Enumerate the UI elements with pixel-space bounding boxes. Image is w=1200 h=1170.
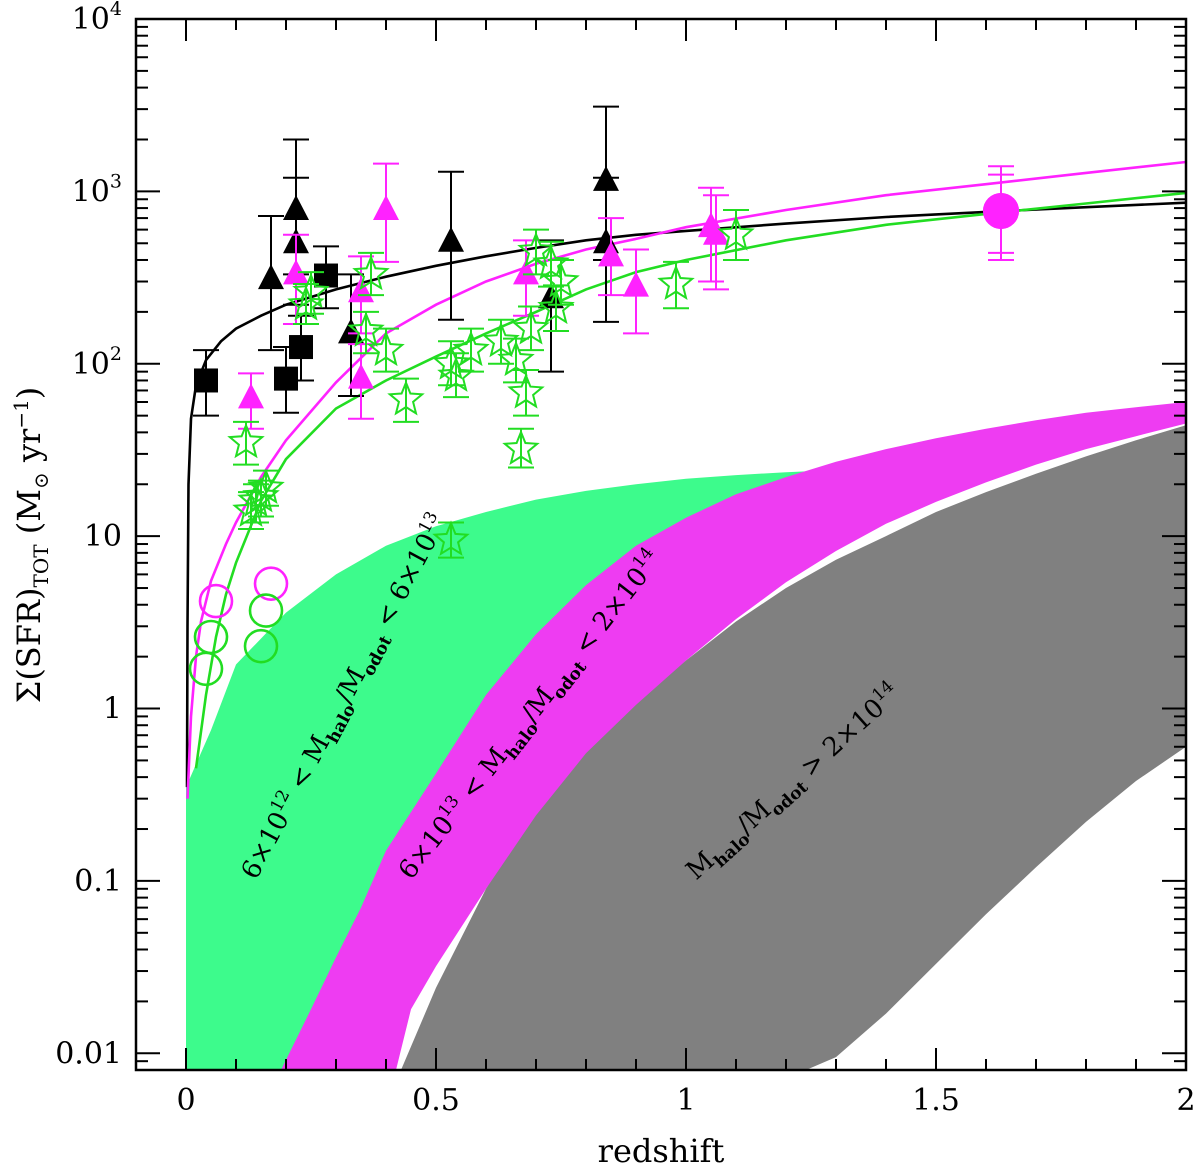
magenta-triangle-point — [703, 219, 729, 245]
green-star-point — [537, 288, 575, 325]
green-star-point — [387, 379, 425, 416]
green-star-point — [247, 468, 285, 504]
green-star-point — [437, 356, 475, 392]
low-mass-band — [186, 463, 961, 1070]
band-layer — [186, 402, 1186, 1070]
magenta-triangle-point — [238, 383, 264, 409]
y-tick-label: 0.01 — [55, 1036, 122, 1071]
green-star-point — [482, 321, 520, 358]
high-mass-band — [401, 425, 1186, 1070]
magenta-triangle-point — [598, 241, 624, 267]
point-layer — [188, 105, 1019, 687]
green-star-point — [432, 520, 470, 556]
green-star-point — [532, 244, 570, 280]
black-square-point — [194, 368, 218, 393]
x-axis-title: redshift — [598, 1132, 725, 1170]
green-star-point — [227, 422, 265, 459]
green-star-point — [657, 264, 695, 300]
y-tick-label: 0.1 — [74, 864, 122, 899]
black-square-point — [274, 366, 298, 391]
green-star-point — [352, 254, 390, 291]
green-star-point — [367, 330, 405, 367]
green-star-point — [292, 272, 330, 309]
x-tick-label: 2 — [1176, 1083, 1195, 1118]
green-star-point — [512, 308, 550, 345]
axes-layer: 0 0.5 1 1.5 2 0.01 0.1 1 10 102 103 104 — [55, 0, 1195, 1118]
x-tick-label: 1.5 — [912, 1083, 960, 1118]
green-star-point — [452, 330, 490, 367]
y-tick-label: 104 — [72, 0, 122, 37]
green-star-point — [347, 311, 385, 347]
black-triangle-point — [258, 264, 284, 290]
x-tick-label: 0 — [176, 1083, 195, 1118]
magenta-triangle-point — [283, 259, 309, 285]
magenta-triangle-point — [513, 259, 539, 285]
black-triangle-point — [438, 226, 464, 252]
x-tick-label: 0.5 — [412, 1083, 460, 1118]
magenta-triangle-point — [373, 194, 399, 220]
green-open-circle-point — [188, 651, 224, 687]
black-model-curve — [185, 201, 1186, 788]
magenta-open-circle-point — [253, 566, 289, 601]
green-star-point — [237, 481, 275, 517]
green-star-point — [507, 372, 545, 409]
magenta-triangle-point — [348, 363, 374, 389]
magenta-open-circle-point — [198, 583, 234, 619]
green-star-point — [717, 215, 755, 251]
green-open-circle-point — [248, 593, 284, 628]
y-tick-label: 1 — [103, 692, 122, 727]
y-tick-label: 103 — [72, 170, 122, 209]
magenta-model-curve — [186, 160, 1186, 799]
green-star-point — [502, 429, 540, 465]
black-square-point — [289, 335, 313, 360]
y-tick-label: 102 — [72, 343, 122, 382]
y-tick-label: 10 — [84, 519, 122, 554]
mid-mass-band — [281, 402, 1186, 1070]
green-star-point — [542, 261, 580, 298]
green-open-circle-point — [243, 628, 279, 664]
magenta-circle-point — [983, 192, 1019, 229]
y-axis-title: Σ(SFR)TOT (M⊙ yr−1) — [9, 387, 53, 704]
green-star-point — [497, 340, 535, 377]
axis-titles-layer: redshift Σ(SFR)TOT (M⊙ yr−1) — [9, 387, 724, 1170]
magenta-triangle-point — [623, 271, 649, 297]
x-tick-label: 1 — [676, 1083, 695, 1118]
